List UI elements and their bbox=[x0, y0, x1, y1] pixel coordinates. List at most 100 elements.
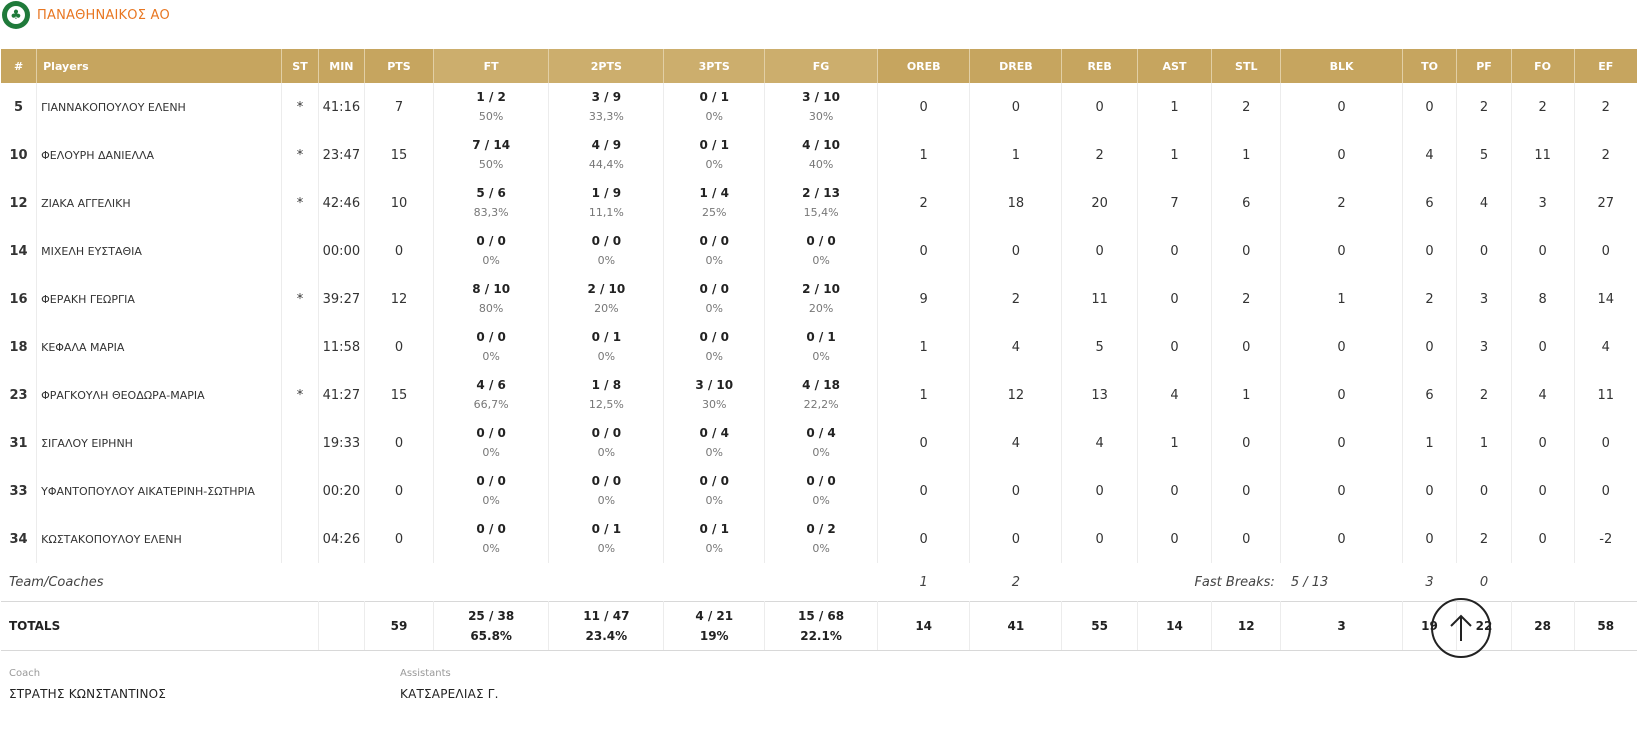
player-ef: 0 bbox=[1601, 483, 1610, 499]
totals-blk: 3 bbox=[1280, 601, 1403, 651]
player-3pts-pct: 0% bbox=[705, 446, 723, 459]
player-number: 14 bbox=[1, 227, 38, 275]
player-fg-made: 0 / 0 bbox=[806, 234, 836, 248]
player-name-link[interactable]: ΣΙΓΑΛΟΥ ΕΙΡΗΝΗ bbox=[36, 419, 283, 467]
player-2pts-pct: 20% bbox=[594, 302, 619, 315]
coach-name: ΣΤΡΑΤΗΣ ΚΩΝΣΤΑΝΤΙΝΟΣ bbox=[9, 687, 167, 701]
player-dreb: 18 bbox=[969, 179, 1063, 227]
player-name-link[interactable]: ΦΕΡΑΚΗ ΓΕΩΡΓΙΑ bbox=[36, 275, 283, 323]
player-ft-pct: 50% bbox=[478, 110, 504, 123]
player-ft: 5 / 6 83,3% bbox=[433, 179, 550, 227]
player-fg-made: 4 / 18 bbox=[802, 378, 840, 392]
player-oreb: 0 bbox=[877, 419, 971, 467]
player-3pts-pct: 30% bbox=[702, 398, 727, 411]
player-blk: 0 bbox=[1280, 323, 1403, 371]
col-min: MIN bbox=[318, 49, 365, 83]
team-header: ♣ ΠΑΝΑΘΗΝΑΙΚΟΣ ΑΟ bbox=[0, 0, 400, 30]
player-name-link[interactable]: ΚΕΦΑΛΑ ΜΑΡΙΑ bbox=[36, 323, 283, 371]
player-pf: 0 bbox=[1456, 467, 1512, 515]
player-ft-made: 1 / 2 bbox=[476, 90, 506, 104]
col-ef: EF bbox=[1574, 49, 1637, 83]
totals-ft: 25 / 38 65.8% bbox=[433, 601, 550, 651]
player-ast: 0 bbox=[1137, 227, 1213, 275]
starter-mark bbox=[281, 419, 319, 467]
player-3pts: 0 / 1 0% bbox=[663, 131, 765, 179]
player-reb: 0 bbox=[1061, 515, 1138, 563]
player-pts: 12 bbox=[364, 275, 435, 323]
player-name-link[interactable]: ΥΦΑΝΤΟΠΟΥΛΟΥ ΑΙΚΑΤΕΡΙΝΗ-ΣΩΤΗΡΙΑ bbox=[36, 467, 283, 515]
player-blk: 0 bbox=[1280, 419, 1403, 467]
scroll-to-top-button[interactable] bbox=[1431, 598, 1491, 658]
col-fg: FG bbox=[764, 49, 879, 83]
player-3pts: 1 / 4 25% bbox=[663, 179, 765, 227]
player-dreb: 0 bbox=[969, 515, 1063, 563]
player-fg: 4 / 18 22,2% bbox=[764, 371, 879, 419]
player-pf: 2 bbox=[1456, 371, 1512, 419]
player-stl: 1 bbox=[1211, 371, 1282, 419]
player-to: 6 bbox=[1402, 371, 1458, 419]
player-blk: 0 bbox=[1280, 371, 1403, 419]
player-ft-pct: 0% bbox=[482, 350, 500, 363]
totals-fo: 28 bbox=[1511, 601, 1575, 651]
player-name-link[interactable]: ΓΙΑΝΝΑΚΟΠΟΥΛΟΥ ΕΛΕΝΗ bbox=[36, 83, 283, 131]
player-name-link[interactable]: ΜΙΧΕΛΗ ΕΥΣΤΑΘΙΑ bbox=[36, 227, 283, 275]
player-fg: 3 / 10 30% bbox=[764, 83, 879, 131]
player-ft-made: 7 / 14 bbox=[472, 138, 511, 152]
player-to: 6 bbox=[1402, 179, 1458, 227]
col-reb: REB bbox=[1061, 49, 1138, 83]
player-2pts: 1 / 8 12,5% bbox=[548, 371, 665, 419]
player-fg-made: 4 / 10 bbox=[802, 138, 840, 152]
player-stl: 6 bbox=[1211, 179, 1282, 227]
player-fg-made: 2 / 13 bbox=[802, 186, 840, 200]
player-3pts-made: 0 / 0 bbox=[699, 282, 729, 296]
player-dreb: 0 bbox=[969, 227, 1063, 275]
player-2pts: 0 / 0 0% bbox=[548, 227, 665, 275]
player-ft-made: 5 / 6 bbox=[476, 186, 506, 200]
player-name-link[interactable]: ΦΡΑΓΚΟΥΛΗ ΘΕΟΔΩΡΑ-ΜΑΡΙΑ bbox=[36, 371, 283, 419]
col-players: Players bbox=[36, 49, 283, 83]
player-name-link[interactable]: ΦΕΛΟΥΡΗ ΔΑΝΙΕΛΛΑ bbox=[36, 131, 283, 179]
player-fg-pct: 40% bbox=[808, 158, 834, 171]
col-3pts: 3PTS bbox=[663, 49, 765, 83]
player-min: 23:47 bbox=[318, 131, 365, 179]
player-min: 00:00 bbox=[318, 227, 365, 275]
col-ast: AST bbox=[1137, 49, 1213, 83]
team-name[interactable]: ΠΑΝΑΘΗΝΑΙΚΟΣ ΑΟ bbox=[37, 7, 170, 23]
player-ast: 4 bbox=[1137, 371, 1213, 419]
totals-fg: 15 / 68 22.1% bbox=[764, 601, 879, 651]
player-blk: 0 bbox=[1280, 131, 1403, 179]
coach-label: Coach bbox=[9, 668, 41, 679]
player-to: 0 bbox=[1402, 467, 1458, 515]
player-ef: -2 bbox=[1599, 531, 1613, 547]
player-ast: 0 bbox=[1137, 275, 1213, 323]
player-reb: 5 bbox=[1061, 323, 1138, 371]
player-reb: 2 bbox=[1061, 131, 1138, 179]
panathinaikos-clover-logo: ♣ bbox=[2, 1, 30, 29]
player-ef: 14 bbox=[1597, 291, 1615, 307]
player-2pts-made: 0 / 0 bbox=[591, 474, 622, 488]
player-pts: 0 bbox=[364, 467, 435, 515]
player-3pts-made: 0 / 1 bbox=[699, 90, 729, 104]
player-min: 04:26 bbox=[318, 515, 365, 563]
totals-stl: 12 bbox=[1211, 601, 1282, 651]
player-ef: 4 bbox=[1601, 339, 1610, 355]
player-fg: 0 / 0 0% bbox=[764, 227, 879, 275]
player-number: 23 bbox=[1, 371, 38, 419]
player-2pts-pct: 12,5% bbox=[588, 398, 624, 411]
player-3pts: 0 / 0 0% bbox=[663, 323, 765, 371]
player-name-link[interactable]: ΖΙΑΚΑ ΑΓΓΕΛΙΚΗ bbox=[36, 179, 283, 227]
player-to: 0 bbox=[1402, 323, 1458, 371]
player-ast: 1 bbox=[1137, 131, 1213, 179]
player-name-link[interactable]: ΚΩΣΤΑΚΟΠΟΥΛΟΥ ΕΛΕΝΗ bbox=[36, 515, 283, 563]
player-3pts-made: 0 / 0 bbox=[699, 234, 729, 248]
player-number: 18 bbox=[1, 323, 38, 371]
totals-3pts: 4 / 21 19% bbox=[663, 601, 765, 651]
player-ft: 1 / 2 50% bbox=[433, 83, 550, 131]
player-dreb: 2 bbox=[969, 275, 1063, 323]
player-oreb: 1 bbox=[877, 323, 971, 371]
player-ft-pct: 50% bbox=[478, 158, 504, 171]
starter-mark bbox=[281, 323, 319, 371]
player-stl: 0 bbox=[1211, 515, 1282, 563]
player-ast: 0 bbox=[1137, 467, 1213, 515]
